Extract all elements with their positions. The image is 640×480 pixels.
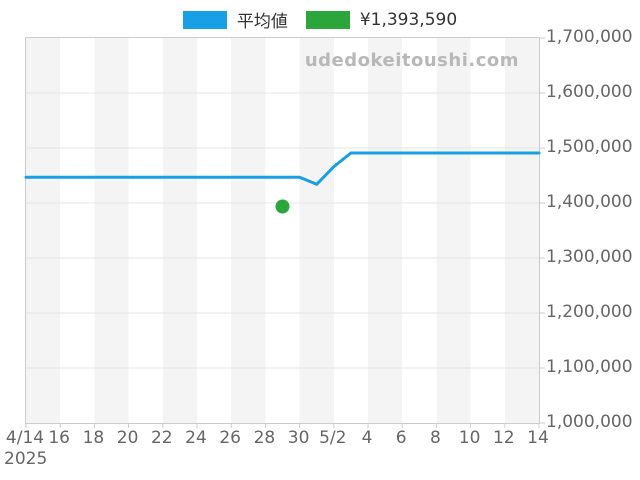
average-series-swatch [182,10,227,29]
x-axis-tick-label: 30 [287,428,310,448]
x-axis-tick-label: 14 [527,428,549,448]
y-axis-tick-label: 1,300,000 [546,247,633,267]
price-point-label: ¥1,393,590 [359,9,458,30]
x-axis-tick-label: 28 [253,428,276,448]
x-axis-tick-label: 18 [82,428,105,448]
x-axis-tick-label: 20 [116,428,139,448]
legend-item-average: 平均値 [182,7,288,32]
y-axis-tick-label: 1,100,000 [546,357,633,377]
x-axis-labels: 4/14 16 18 20 22 24 26 28 30 5/2 4 6 8 10 12 14 [6,428,549,449]
y-axis-tick-label: 1,600,000 [546,82,633,102]
x-axis-tick-label: 8 [429,428,441,448]
x-axis-tick-label: 22 [150,428,173,448]
legend-item-price-point: ¥1,393,590 [305,9,458,30]
x-axis-tick-label: 16 [48,428,71,448]
y-axis-tick-label: 1,500,000 [546,137,633,157]
x-axis-tick-label: 10 [458,428,481,448]
x-axis-tick-label: 12 [492,428,515,448]
average-series-label: 平均値 [236,12,288,32]
y-axis-tick-label: 1,000,000 [546,412,633,432]
price-point-marker [275,199,290,214]
x-axis-tick-label: 5/2 [319,428,347,448]
x-axis-tick-label: 4/14 [5,428,45,448]
price-line-chart [24,37,545,428]
y-axis-tick-label: 1,700,000 [546,27,633,47]
average-price-line [24,151,541,186]
y-axis-tick-label: 1,400,000 [546,192,633,212]
x-axis-tick-label: 24 [185,428,207,448]
plot-area: udedokeitoushi.com [24,37,545,428]
year-label: 2025 [4,449,48,469]
price-point-swatch [305,10,350,29]
watermark: udedokeitoushi.com [304,50,519,71]
x-axis-tick-label: 4 [361,428,373,448]
x-axis-tick-label: 6 [395,428,407,448]
y-axis-tick-label: 1,200,000 [546,302,633,322]
y-axis-labels: 1,700,000 1,600,000 1,500,000 1,400,000 1,30… [546,27,640,432]
x-axis-tick-label: 26 [219,428,242,448]
legend: 平均値 ¥1,393,590 [0,7,640,32]
